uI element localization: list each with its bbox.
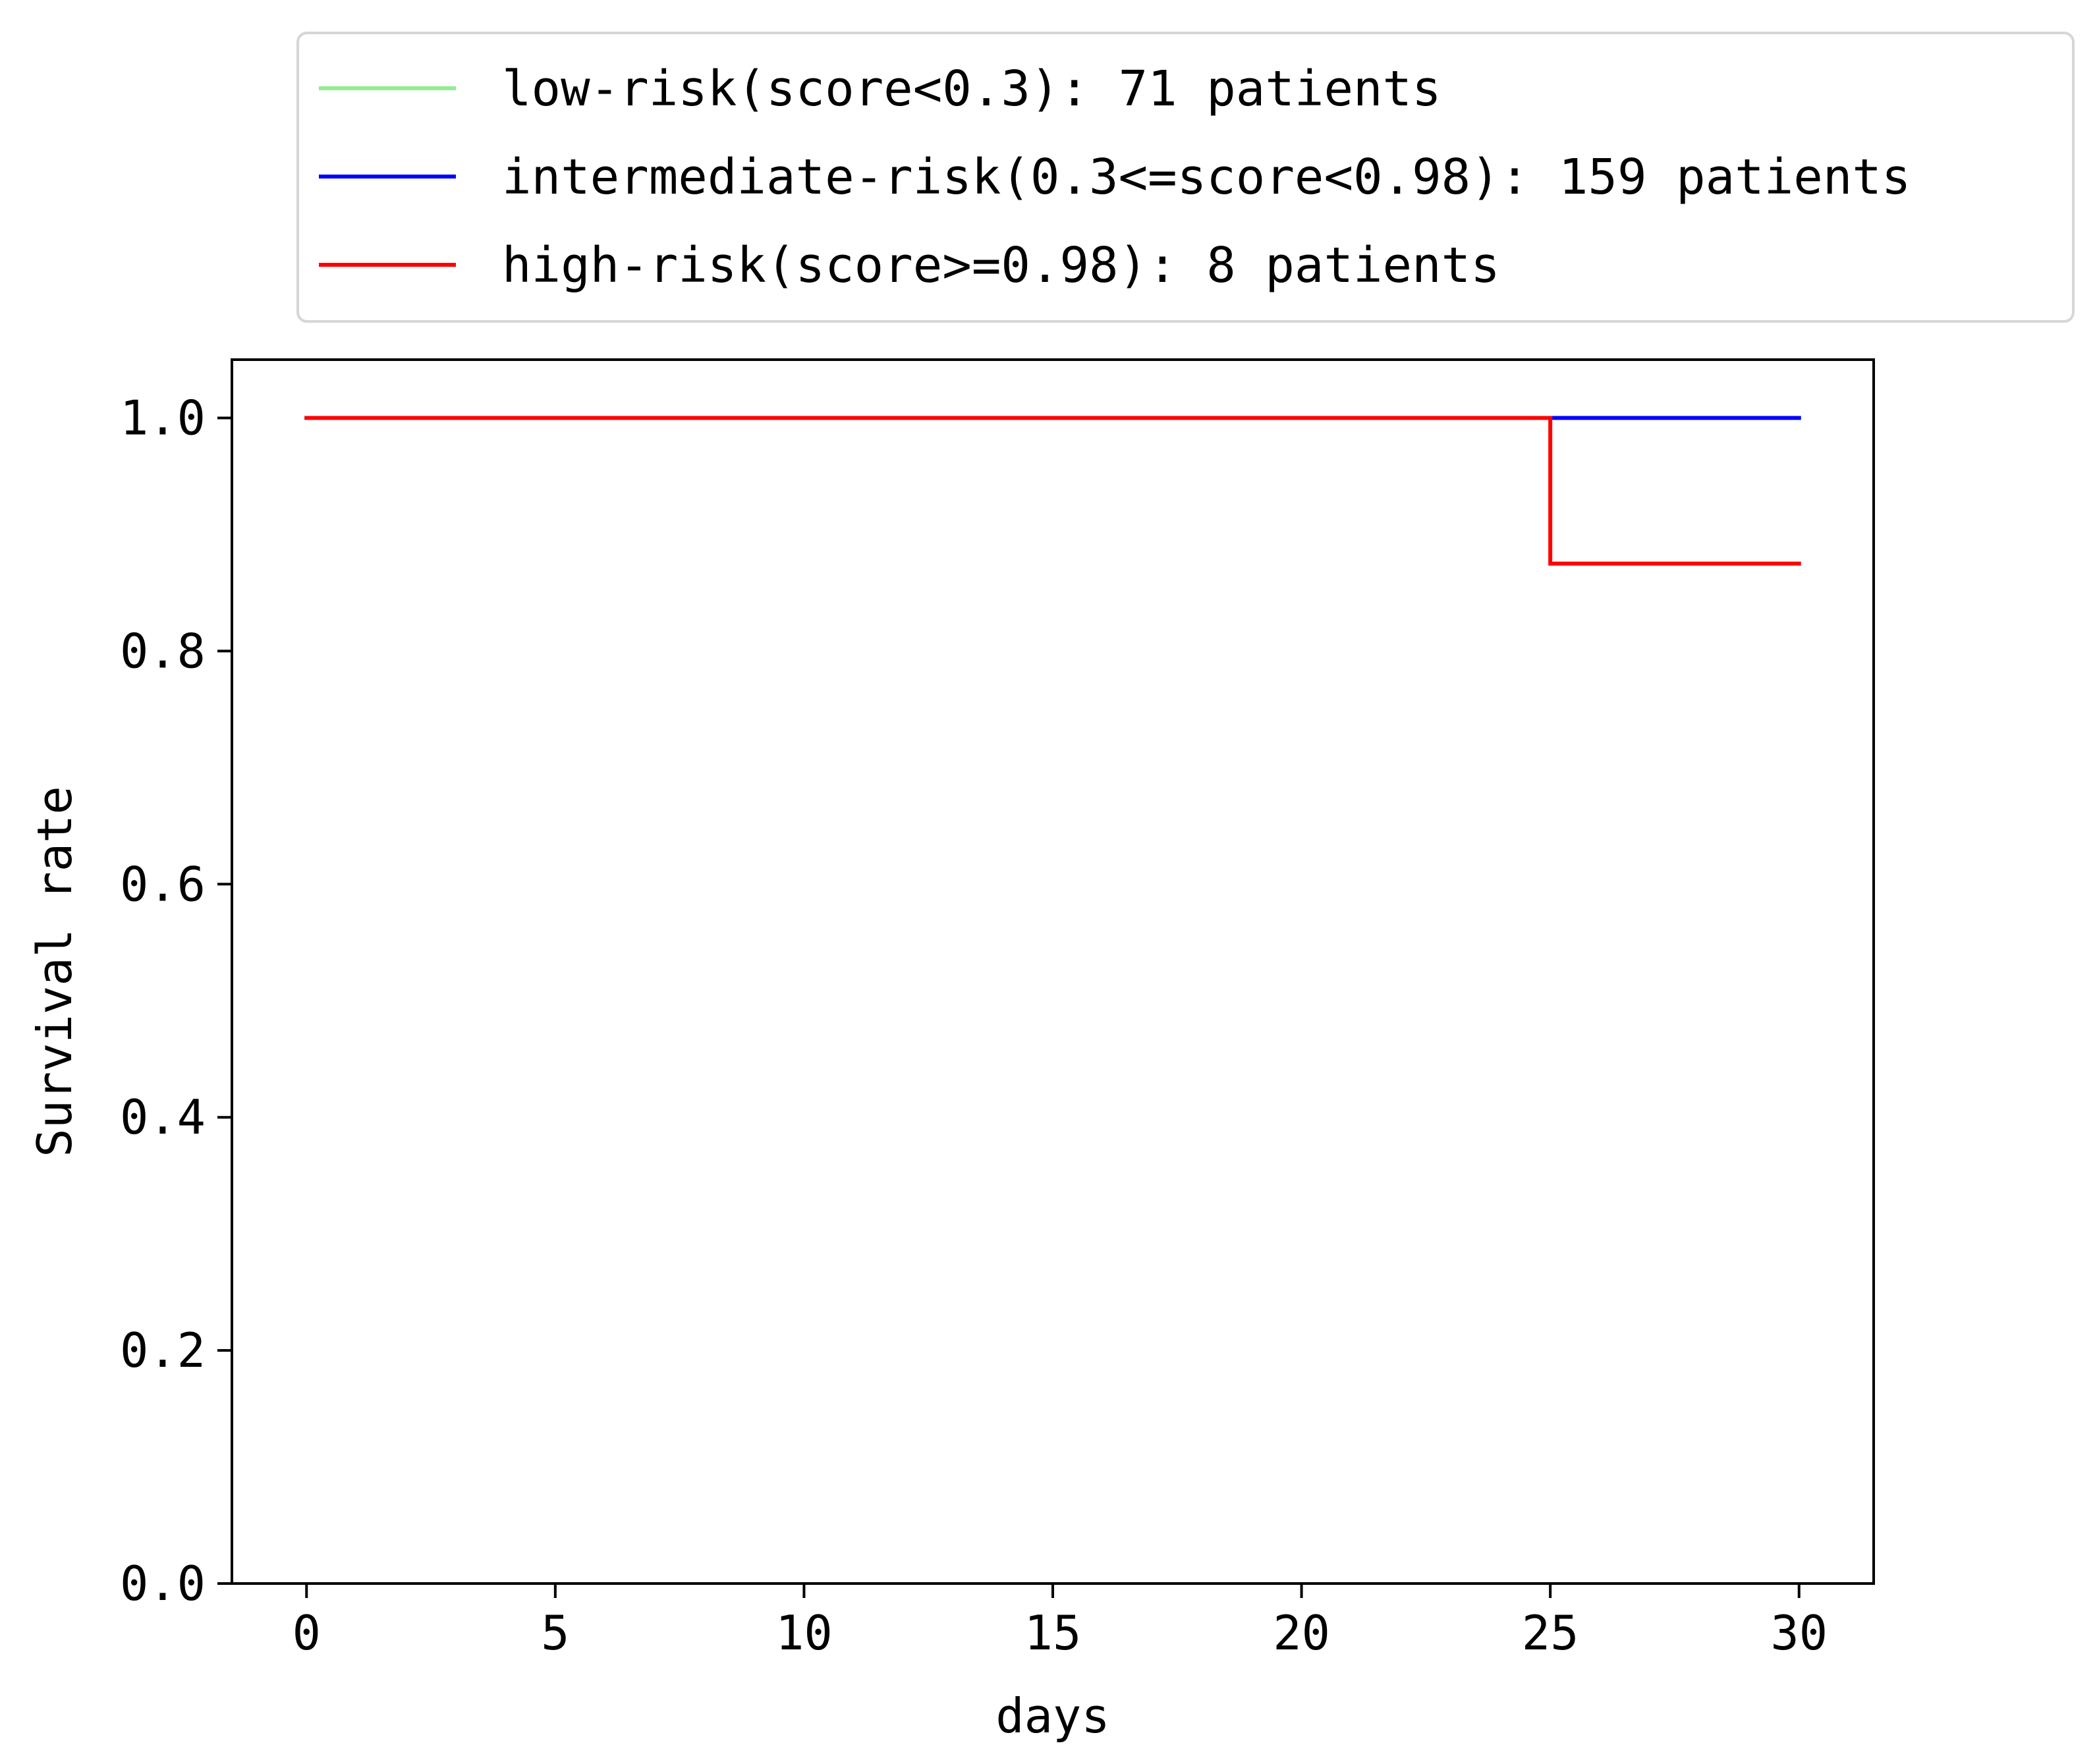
legend-label-2: high-risk(score>=0.98): 8 patients bbox=[502, 237, 1500, 294]
x-axis-label: days bbox=[995, 1688, 1109, 1744]
legend-label-1: intermediate-risk(0.3<=score<0.98): 159 … bbox=[502, 149, 1911, 206]
y-tick-label-1: 0.2 bbox=[120, 1323, 206, 1378]
legend-box bbox=[296, 32, 2075, 323]
y-tick-label-5: 1.0 bbox=[120, 390, 206, 445]
x-tick-label-4: 20 bbox=[1273, 1605, 1330, 1661]
y-axis-label: Survival rate bbox=[27, 786, 82, 1157]
series-line-2 bbox=[304, 416, 1801, 566]
y-tick-label-0: 0.0 bbox=[120, 1556, 206, 1611]
y-tick-label-4: 0.8 bbox=[120, 623, 206, 678]
x-tick-label-3: 15 bbox=[1024, 1605, 1082, 1661]
legend-label-0: low-risk(score<0.3): 71 patients bbox=[502, 61, 1441, 117]
ticks: 0 5 10 15 20 25 30 0.0 0.2 0.4 0.6 0.8 1.0 bbox=[120, 390, 1828, 1661]
series-layer bbox=[304, 416, 1801, 566]
y-tick-label-3: 0.6 bbox=[120, 856, 206, 912]
plot-frame bbox=[231, 358, 1875, 1585]
axes bbox=[231, 358, 1875, 1585]
legend: low-risk(score<0.3): 71 patients intermed… bbox=[296, 32, 2075, 323]
x-tick-label-2: 10 bbox=[775, 1605, 833, 1661]
x-tick-label-5: 25 bbox=[1522, 1605, 1579, 1661]
x-tick-label-0: 0 bbox=[293, 1605, 321, 1661]
x-tick-label-6: 30 bbox=[1770, 1605, 1828, 1661]
x-tick-label-1: 5 bbox=[541, 1605, 569, 1661]
y-tick-label-2: 0.4 bbox=[120, 1089, 206, 1145]
